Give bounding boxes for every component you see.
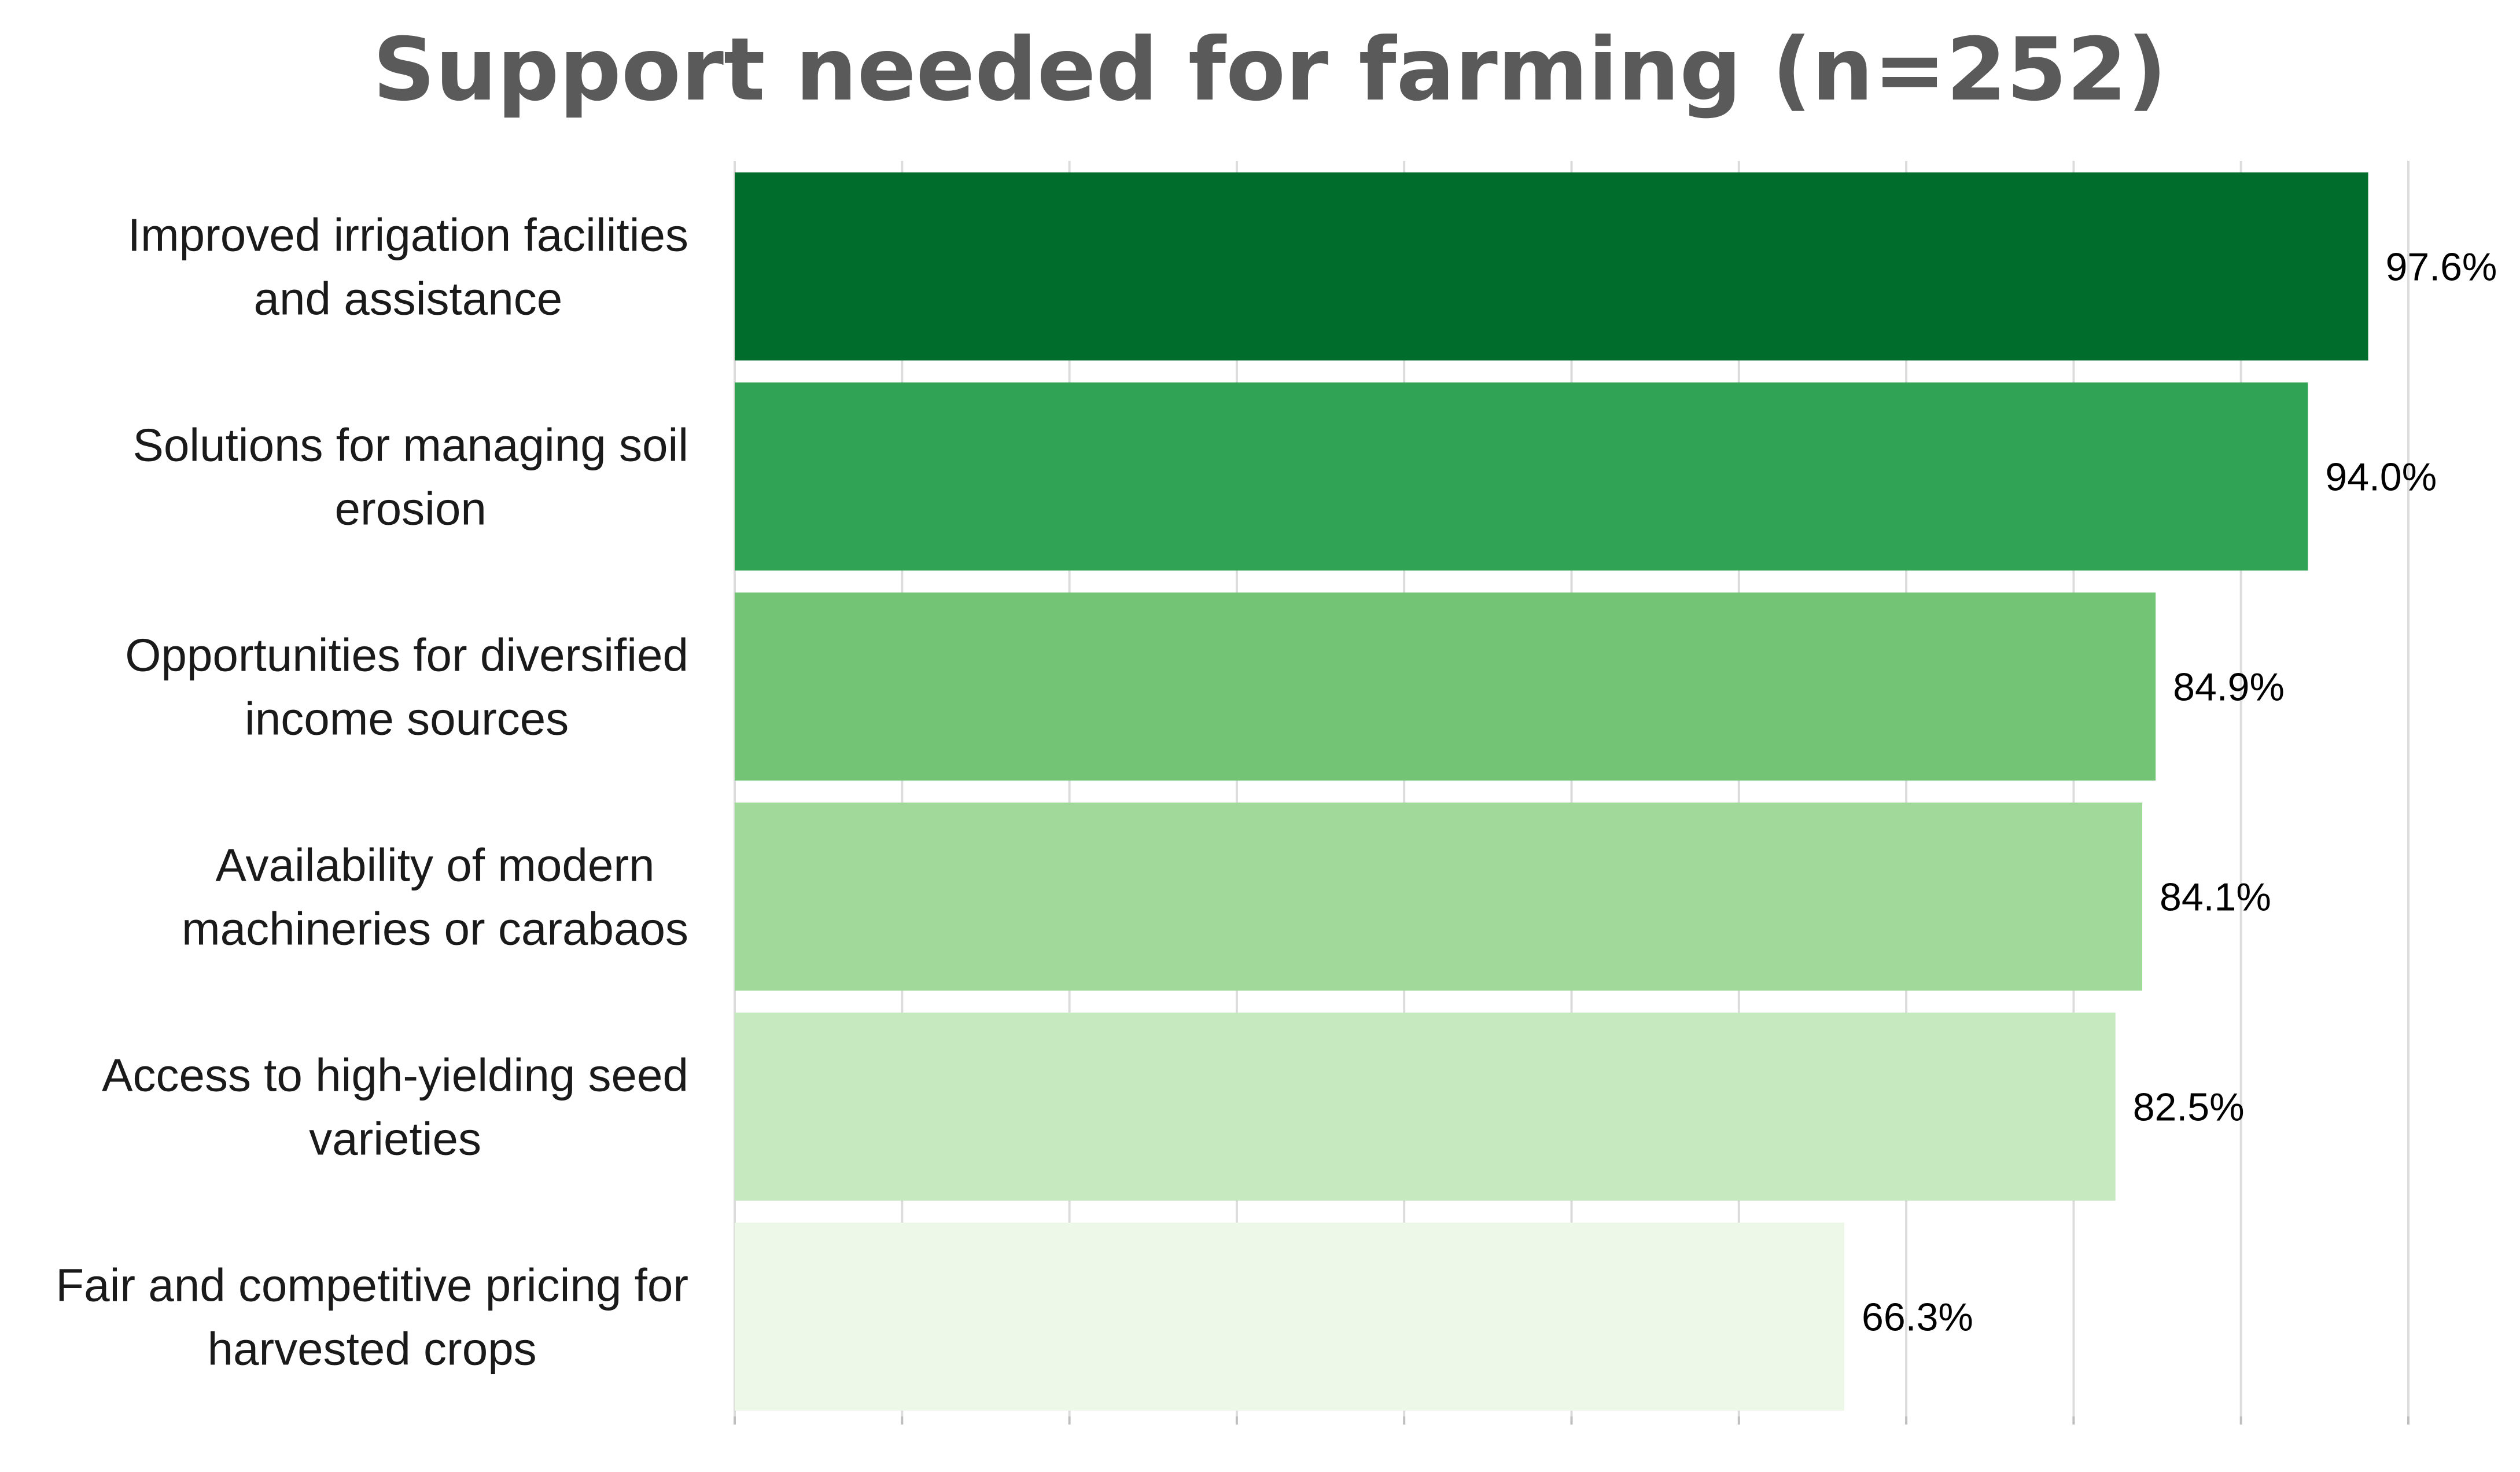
chart-title: Support needed for farming (n=252) [373, 20, 2167, 120]
value-label-4: 84.1% [2160, 875, 2271, 919]
category-label-4-line-2: machineries or carabaos [182, 903, 688, 955]
category-labels: Improved irrigation facilities and assist… [56, 209, 688, 1375]
value-label-1: 97.6% [2386, 245, 2497, 289]
category-label-4-line-1: Availability of modern [216, 840, 655, 891]
category-label-1-line-2: and assistance [254, 273, 563, 325]
category-label-1-line-1: Improved irrigation facilities [128, 209, 688, 261]
bar-3 [735, 593, 2156, 781]
value-label-2: 94.0% [2325, 455, 2437, 499]
bar-2 [735, 382, 2308, 571]
category-label-6-line-1: Fair and competitive pricing for [56, 1260, 688, 1311]
bar-5 [735, 1013, 2116, 1201]
bar-6 [735, 1223, 1845, 1411]
gridlines [734, 161, 2410, 1425]
value-label-3: 84.9% [2173, 665, 2285, 709]
bars [735, 172, 2368, 1411]
category-label-6-line-2: harvested crops [208, 1323, 537, 1375]
category-label-3-line-1: Opportunities for diversified [125, 630, 688, 681]
category-label-2-line-1: Solutions for managing soil [132, 419, 688, 471]
category-label-5-line-1: Access to high-yielding seed [102, 1050, 688, 1101]
bar-1 [735, 172, 2368, 360]
category-label-5-line-2: varieties [309, 1113, 481, 1165]
value-label-6: 66.3% [1862, 1296, 1973, 1339]
bar-4 [735, 803, 2143, 991]
category-label-3-line-2: income sources [245, 693, 569, 745]
value-label-5: 82.5% [2133, 1085, 2245, 1129]
category-label-2-line-2: erosion [335, 483, 487, 535]
value-labels: 97.6% 94.0% 84.9% 84.1% 82.5% 66.3% [1862, 245, 2497, 1339]
